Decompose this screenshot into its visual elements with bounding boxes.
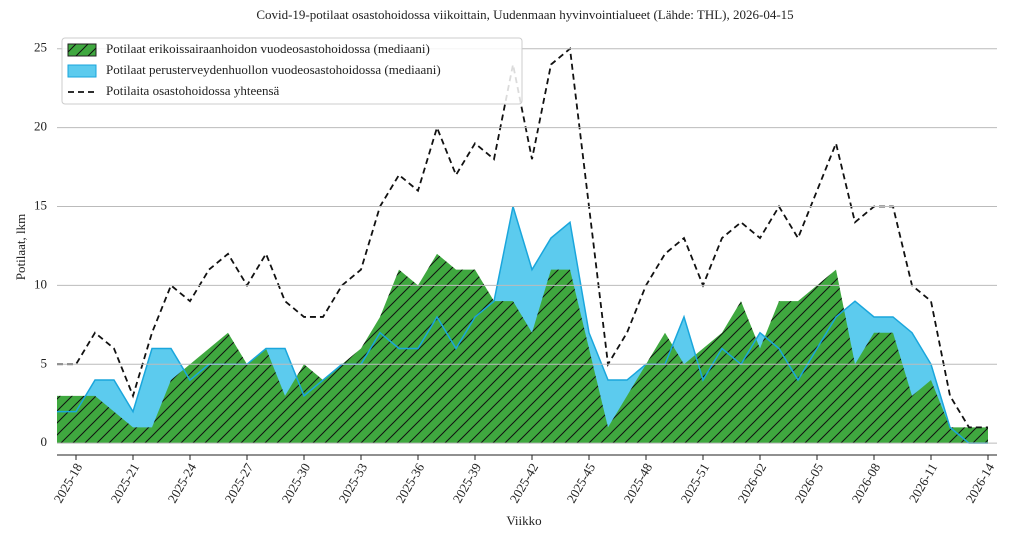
x-tick-label: 2026-02 [735,460,770,505]
area-hatch [57,253,988,444]
x-tick-label: 2026-08 [849,460,884,505]
legend-label: Potilaat erikoissairaanhoidon vuodeosast… [106,41,430,56]
y-tick-label: 25 [34,40,47,55]
x-tick-label: 2025-33 [336,460,371,505]
legend-box [61,37,523,105]
legend-label: Potilaat perusterveydenhuollon vuodeosas… [106,62,441,77]
legend-label: Potilaita osastohoidossa yhteensä [106,83,280,98]
y-tick-label: 15 [34,197,47,212]
x-tick-label: 2025-51 [678,460,713,505]
x-tick-label: 2025-24 [165,460,200,505]
x-tick-label: 2025-42 [507,460,542,505]
x-tick-label: 2025-30 [279,460,314,505]
x-tick-label: 2025-36 [393,460,428,505]
y-tick-label: 20 [34,119,47,134]
x-tick-label: 2025-48 [621,460,656,505]
y-tick-label: 5 [41,355,48,370]
legend-swatch-hatch [68,44,96,56]
x-axis-label: Viikko [506,513,541,528]
y-tick-label: 0 [41,434,48,449]
legend-swatch [67,64,97,78]
x-tick-label: 2025-21 [108,460,143,505]
chart-title: Covid-19-potilaat osastohoidossa viikoit… [256,7,793,22]
x-tick-label: 2026-11 [906,460,940,505]
x-tick-label: 2025-27 [222,460,257,505]
x-tick-label: 2026-05 [792,460,827,505]
x-tick-label: 2025-18 [51,460,86,505]
x-tick-label: 2025-45 [564,460,599,505]
x-tick-label: 2025-39 [450,460,485,505]
x-tick-label: 2026-14 [963,460,998,505]
y-axis-label: Potilaat, lkm [13,214,28,280]
y-tick-label: 10 [34,276,47,291]
line [57,46,988,429]
